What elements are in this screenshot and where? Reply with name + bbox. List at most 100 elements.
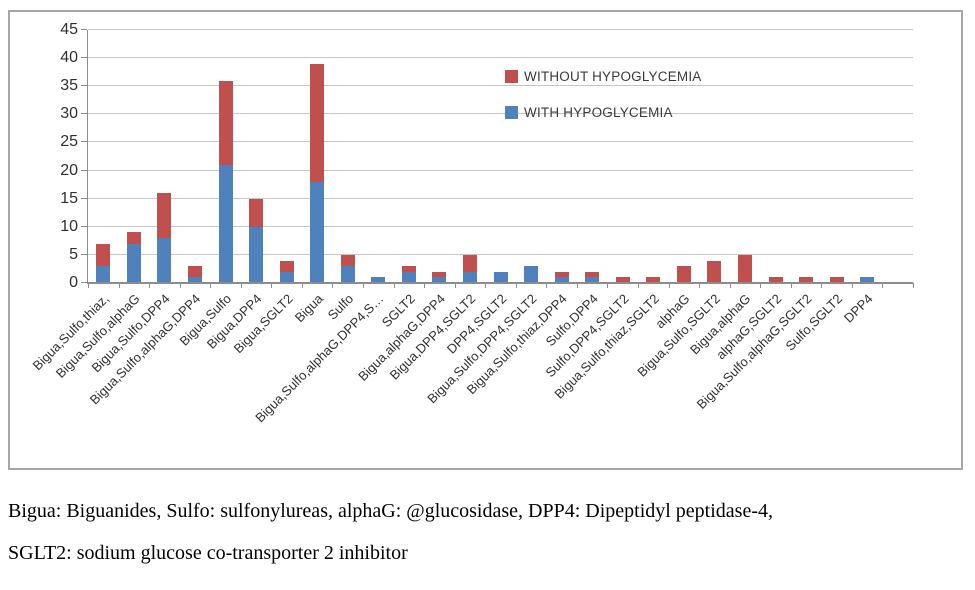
bar-segment-without-hypoglycemia [340,254,355,267]
bar-segment-without-hypoglycemia [646,277,661,283]
y-axis-tick [81,169,87,171]
bar-segment-with-hypoglycemia [96,266,111,283]
y-axis-label: 5 [69,245,78,263]
bar-segment-without-hypoglycemia [401,266,416,272]
x-axis-tick [210,283,212,288]
y-axis-label: 10 [60,217,78,235]
y-axis-label: 35 [60,77,78,95]
x-axis-tick [913,283,914,288]
y-axis-label: 15 [60,189,78,207]
x-axis-tick [332,283,334,288]
x-axis-label: Bigua [291,291,326,326]
y-axis-label: 45 [60,21,78,38]
bar-segment-with-hypoglycemia [371,277,386,283]
gridline [88,141,913,143]
y-axis-label: 30 [60,105,78,123]
bar-segment-without-hypoglycemia [615,277,630,283]
bar-segment-without-hypoglycemia [768,277,783,283]
x-axis-tick [515,283,517,288]
chart-container: 0 5 10 15 20 25 30 35 40 45 Bigua,Sulfo,thiaz, Big… [8,10,963,470]
bar-segment-without-hypoglycemia [676,266,691,283]
gridline [88,85,913,87]
y-axis-label: 20 [60,161,78,179]
bar-segment-without-hypoglycemia [585,271,600,278]
x-axis-tick [393,283,395,288]
bar-segment-with-hypoglycemia [249,226,264,283]
x-axis-tick [882,283,884,288]
legend-swatch-with [505,106,518,119]
bar-segment-without-hypoglycemia [187,266,202,278]
bar-segment-without-hypoglycemia [432,271,447,278]
x-axis-tick [790,283,792,288]
bar-segment-with-hypoglycemia [157,238,172,283]
gridline [88,225,913,227]
bar-segment-with-hypoglycemia [126,243,141,283]
bar-segment-without-hypoglycemia [96,243,111,267]
x-axis-tick [607,283,609,288]
bar-segment-without-hypoglycemia [218,80,233,165]
bar-segment-with-hypoglycemia [218,164,233,283]
bar-segment-with-hypoglycemia [860,277,875,283]
bar-segment-without-hypoglycemia [737,254,752,283]
x-axis-label: DPP4 [841,291,876,326]
bar-segment-without-hypoglycemia [707,260,722,283]
bar-segment-without-hypoglycemia [279,260,294,272]
y-axis-tick [81,85,87,87]
legend-swatch-without [505,70,518,83]
y-axis-tick [81,197,87,199]
bar-segment-with-hypoglycemia [493,271,508,283]
y-axis-tick [81,253,87,255]
bar-segment-with-hypoglycemia [524,266,539,283]
gridline [88,29,913,30]
chart-legend: WITHOUT HYPOGLYCEMIA WITH HYPOGLYCEMIA [505,69,702,141]
y-axis-tick [81,282,87,283]
legend-item-with-hypoglycemia: WITH HYPOGLYCEMIA [505,105,702,120]
bar-segment-with-hypoglycemia [432,277,447,283]
gridline [88,253,913,255]
bar-segment-with-hypoglycemia [310,181,325,283]
bar-segment-without-hypoglycemia [126,232,141,244]
x-axis-tick [149,283,151,288]
x-axis-tick [363,283,364,288]
x-axis-tick [638,283,639,288]
bar-segment-with-hypoglycemia [462,271,477,283]
bar-segment-without-hypoglycemia [554,271,569,278]
bar-segment-without-hypoglycemia [157,193,172,239]
y-axis-tick [81,141,87,143]
caption-line-1: Bigua: Biguanides, Sulfo: sulfonylureas,… [8,500,773,522]
bar-segment-without-hypoglycemia [829,277,844,283]
x-axis-tick [454,283,456,288]
bar-segment-without-hypoglycemia [310,63,325,182]
legend-label: WITH HYPOGLYCEMIA [524,105,673,120]
y-axis-tick [81,57,87,59]
y-axis-tick [81,29,87,30]
bar-segment-without-hypoglycemia [462,254,477,272]
x-axis-line [88,282,913,284]
y-axis-tick [81,113,87,115]
x-axis-tick [88,283,89,288]
bar-segment-without-hypoglycemia [249,198,264,227]
bar-segment-with-hypoglycemia [340,266,355,283]
legend-item-without-hypoglycemia: WITHOUT HYPOGLYCEMIA [505,69,702,84]
x-axis-tick [485,283,487,288]
x-axis-tick [546,283,548,288]
chart-caption: Bigua: Biguanides, Sulfo: sulfonylureas,… [8,500,968,584]
y-axis-label: 0 [69,274,78,291]
x-axis-tick [240,283,242,288]
x-axis-tick [118,283,120,288]
x-axis-tick [729,283,731,288]
legend-label: WITHOUT HYPOGLYCEMIA [524,69,702,84]
x-axis-tick [301,283,303,288]
bar-segment-with-hypoglycemia [585,277,600,283]
x-axis-tick [424,283,426,288]
y-axis-label: 40 [60,49,78,67]
gridline [88,113,913,115]
x-axis-tick [179,283,181,288]
bar-segment-without-hypoglycemia [799,277,814,283]
y-axis-tick [81,225,87,227]
x-axis-tick [699,283,701,288]
plot-area: 0 5 10 15 20 25 30 35 40 45 Bigua,Sulfo,thiaz, Big… [30,22,914,425]
y-axis-label: 25 [60,133,78,151]
gridline [88,169,913,171]
bar-segment-with-hypoglycemia [187,277,202,283]
